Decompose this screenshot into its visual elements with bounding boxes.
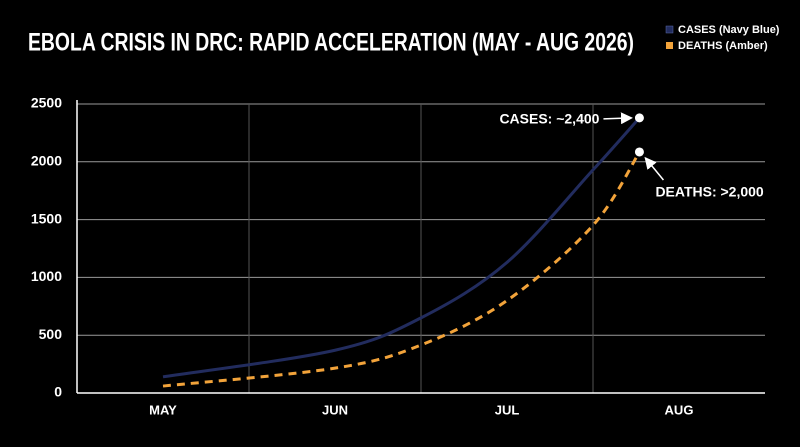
annotation: DEATHS: >2,000 [655, 184, 763, 200]
y-tick-label: 2500 [31, 95, 62, 111]
annotation-arrow [644, 156, 665, 181]
legend-label: CASES (Navy Blue) [678, 24, 780, 36]
legend-swatch [666, 42, 673, 49]
x-tick-label: MAY [149, 402, 177, 417]
series-line [162, 151, 641, 388]
y-tick-label: 1500 [31, 210, 62, 226]
legend-swatch [665, 25, 674, 34]
end-marker [634, 147, 644, 157]
end-marker [634, 113, 644, 123]
legend-label: DEATHS (Amber) [678, 40, 768, 52]
x-tick-label: AUG [665, 402, 694, 417]
y-tick-label: 0 [54, 384, 62, 400]
x-tick-label: JUL [495, 402, 520, 417]
annotation: CASES: ~2,400 [499, 111, 599, 127]
annotation-arrow [603, 112, 633, 125]
y-tick-label: 1000 [31, 268, 62, 284]
x-tick-label: JUN [322, 402, 348, 417]
series-line [162, 116, 641, 379]
chart-title: EBOLA CRISIS IN DRC: RAPID ACCELERATION … [28, 29, 634, 57]
y-tick-label: 2000 [31, 153, 62, 169]
y-tick-label: 500 [39, 326, 63, 342]
